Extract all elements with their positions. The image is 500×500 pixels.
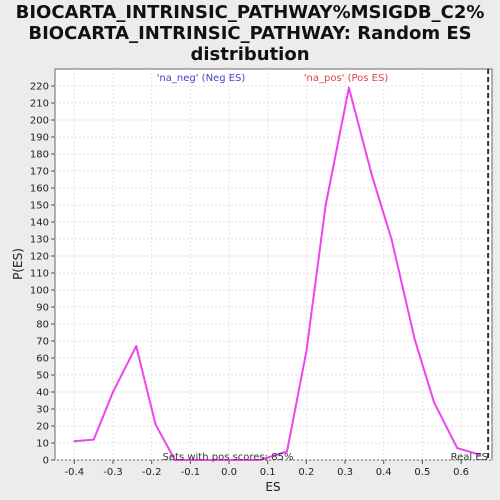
real-es-label: Real ES [451, 452, 488, 463]
y-axis: 0 10 20 30 40 50 60 70 80 90 100 110 120 130 140 150 160… [30, 82, 55, 467]
y-tick-label: 170 [30, 167, 49, 178]
pos-es-annotation: 'na_pos' (Pos ES) [304, 73, 389, 84]
y-tick-label: 120 [30, 252, 49, 263]
y-tick-label: 220 [30, 82, 49, 93]
y-tick-label: 60 [36, 354, 49, 365]
x-tick-label: 0.5 [414, 467, 430, 478]
y-tick-label: 110 [30, 269, 49, 280]
neg-es-annotation: 'na_neg' (Neg ES) [157, 73, 246, 84]
grid-lines [55, 69, 492, 461]
data-point [347, 86, 350, 89]
y-tick-label: 140 [30, 218, 49, 229]
data-point [216, 459, 219, 461]
data-point [135, 345, 138, 348]
x-axis: -0.4 -0.3 -0.2 -0.1 0.0 0.1 0.2 0.3 0.4 0.5 0.6 [65, 460, 469, 478]
data-point [258, 459, 261, 461]
data-point [235, 459, 238, 461]
y-tick-label: 130 [30, 235, 49, 246]
y-tick-label: 30 [36, 405, 49, 416]
y-tick-label: 20 [36, 422, 49, 433]
plot-area [54, 68, 493, 461]
data-point [390, 238, 393, 240]
y-tick-label: 200 [30, 116, 49, 127]
y-tick-label: 50 [36, 371, 49, 382]
data-point [413, 338, 416, 341]
data-point [305, 350, 308, 353]
data-point [154, 423, 157, 426]
x-tick-label: -0.3 [103, 467, 123, 478]
y-tick-label: 70 [36, 337, 49, 348]
data-point [324, 204, 327, 206]
y-axis-title: P(ES) [11, 248, 25, 280]
chart-title-line-2: BIOCARTA_INTRINSIC_PATHWAY: Random ES [28, 23, 472, 44]
data-point [173, 459, 176, 461]
pos-scores-annotation: Sets with pos scores: 85% [163, 452, 294, 463]
chart-title-line-1: BIOCARTA_INTRINSIC_PATHWAY%MSIGDB_C2% [15, 2, 485, 23]
y-tick-label: 0 [43, 456, 49, 467]
chart-title: BIOCARTA_INTRINSIC_PATHWAY%MSIGDB_C2% BI… [0, 2, 500, 65]
data-point [479, 453, 482, 456]
y-tick-label: 90 [36, 303, 49, 314]
data-point [371, 175, 374, 178]
series-layer [73, 86, 482, 461]
y-tick-label: 150 [30, 201, 49, 212]
y-tick-label: 210 [30, 99, 49, 110]
x-tick-label: 0.0 [221, 467, 237, 478]
data-point [112, 391, 115, 393]
x-tick-label: 0.3 [337, 467, 353, 478]
x-tick-label: 0.1 [260, 467, 276, 478]
x-tick-label: 0.4 [376, 467, 392, 478]
y-tick-label: 180 [30, 150, 49, 161]
y-tick-label: 40 [36, 388, 49, 399]
y-tick-label: 190 [30, 133, 49, 144]
x-tick-label: 0.2 [298, 467, 314, 478]
x-tick-label: -0.4 [65, 467, 85, 478]
y-tick-label: 160 [30, 184, 49, 195]
chart-title-line-3: distribution [190, 44, 310, 65]
data-point [432, 401, 435, 404]
data-point [286, 450, 289, 453]
y-tick-label: 80 [36, 320, 49, 331]
data-point [456, 447, 459, 450]
x-axis-title: ES [265, 480, 280, 494]
data-point [92, 438, 95, 441]
y-tick-label: 10 [36, 439, 49, 450]
x-tick-label: 0.6 [453, 467, 469, 478]
data-point [197, 459, 200, 461]
es-distribution-line [74, 86, 481, 461]
data-point [73, 440, 76, 443]
x-tick-label: -0.1 [181, 467, 201, 478]
x-tick-label: -0.2 [142, 467, 162, 478]
y-tick-label: 100 [30, 286, 49, 297]
